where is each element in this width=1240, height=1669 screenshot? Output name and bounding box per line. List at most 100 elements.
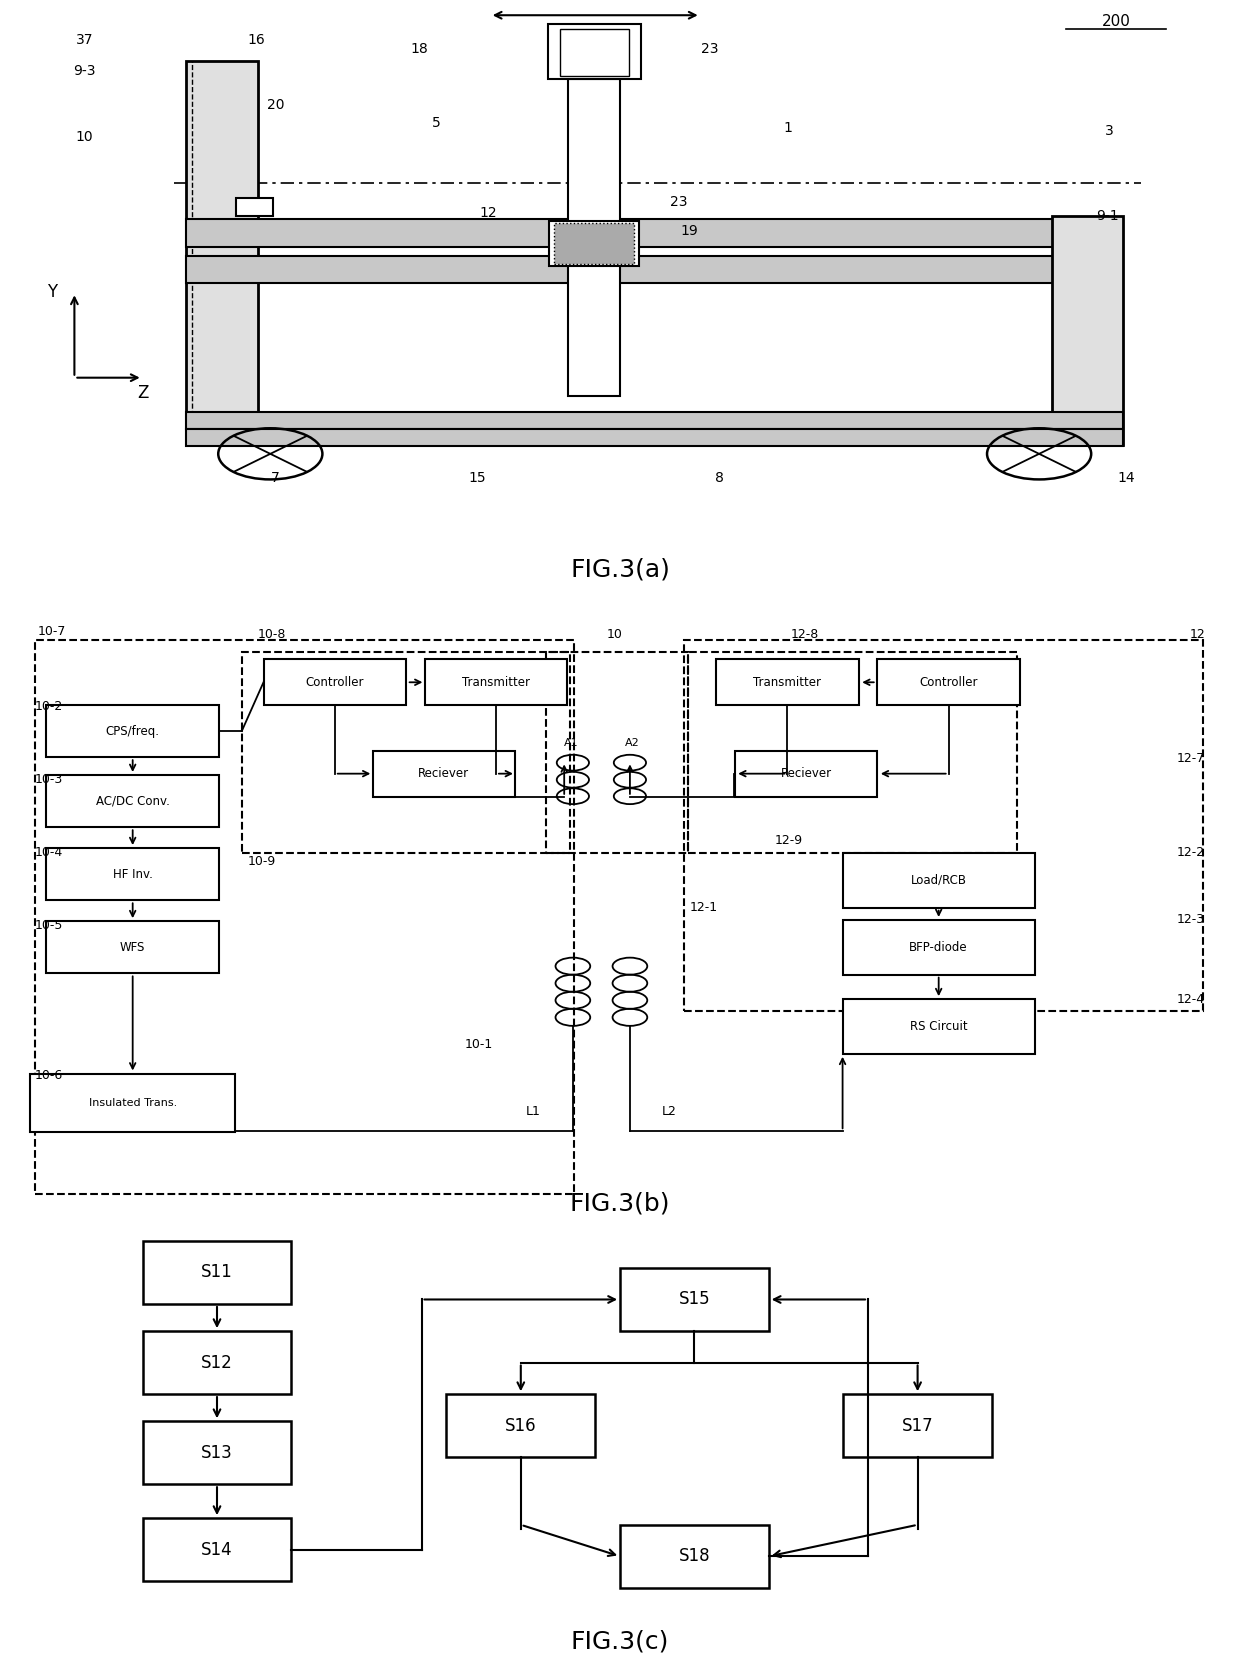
FancyBboxPatch shape <box>878 659 1019 704</box>
FancyBboxPatch shape <box>143 1519 291 1581</box>
Text: 23: 23 <box>701 42 718 55</box>
Text: 12-7: 12-7 <box>1177 753 1205 764</box>
Text: Z: Z <box>136 384 149 402</box>
Text: Load∕RCB: Load∕RCB <box>910 875 967 886</box>
Text: Controller: Controller <box>919 676 978 689</box>
Text: FIG.3(c): FIG.3(c) <box>570 1631 670 1654</box>
Text: 16: 16 <box>248 33 265 47</box>
Text: 18: 18 <box>410 42 428 55</box>
FancyBboxPatch shape <box>46 704 219 758</box>
Text: RS Circuit: RS Circuit <box>910 1020 967 1033</box>
FancyBboxPatch shape <box>372 751 516 796</box>
Text: 200: 200 <box>1101 13 1131 28</box>
Text: S12: S12 <box>201 1354 233 1372</box>
FancyBboxPatch shape <box>46 921 219 973</box>
Text: S11: S11 <box>201 1263 233 1282</box>
Text: FIG.3(b): FIG.3(b) <box>569 1192 671 1215</box>
Text: 10-1: 10-1 <box>465 1038 494 1051</box>
Text: 8: 8 <box>714 471 724 486</box>
FancyBboxPatch shape <box>186 60 258 444</box>
Text: AC/DC Conv.: AC/DC Conv. <box>95 794 170 808</box>
FancyBboxPatch shape <box>1052 217 1123 444</box>
FancyBboxPatch shape <box>143 1332 291 1394</box>
Text: 12-3: 12-3 <box>1177 913 1205 926</box>
FancyBboxPatch shape <box>263 659 407 704</box>
Text: Transmitter: Transmitter <box>754 676 821 689</box>
FancyBboxPatch shape <box>620 1268 769 1332</box>
FancyBboxPatch shape <box>186 255 1054 284</box>
Text: Insulated Trans.: Insulated Trans. <box>88 1098 177 1108</box>
Text: Reciever: Reciever <box>780 768 832 779</box>
FancyBboxPatch shape <box>843 853 1034 908</box>
FancyBboxPatch shape <box>549 220 639 267</box>
FancyBboxPatch shape <box>424 659 568 704</box>
Text: S18: S18 <box>678 1547 711 1566</box>
Text: Transmitter: Transmitter <box>463 676 529 689</box>
FancyBboxPatch shape <box>717 659 858 704</box>
FancyBboxPatch shape <box>186 219 1054 247</box>
Text: 1: 1 <box>782 120 792 135</box>
Text: A1: A1 <box>564 738 579 748</box>
Text: FIG.3(a): FIG.3(a) <box>570 557 670 581</box>
Text: 10: 10 <box>76 130 93 144</box>
Text: 12-2: 12-2 <box>1177 846 1205 860</box>
FancyBboxPatch shape <box>620 1525 769 1587</box>
FancyBboxPatch shape <box>554 224 634 264</box>
Text: S16: S16 <box>505 1417 537 1435</box>
Text: 20: 20 <box>267 98 284 112</box>
Text: 10-8: 10-8 <box>258 628 286 641</box>
Text: 12-4: 12-4 <box>1177 993 1205 1005</box>
FancyBboxPatch shape <box>734 751 878 796</box>
Text: 9-1: 9-1 <box>1096 209 1118 224</box>
Text: 3: 3 <box>1105 124 1115 139</box>
FancyBboxPatch shape <box>46 774 219 826</box>
Text: 10-3: 10-3 <box>35 773 63 786</box>
Text: 12-8: 12-8 <box>791 628 820 641</box>
Text: 12-1: 12-1 <box>689 901 718 915</box>
FancyBboxPatch shape <box>186 412 1123 429</box>
Text: 10-9: 10-9 <box>248 856 277 868</box>
FancyBboxPatch shape <box>560 28 629 77</box>
Text: 15: 15 <box>469 471 486 486</box>
Text: WFS: WFS <box>120 941 145 953</box>
Text: 12: 12 <box>1189 628 1205 641</box>
FancyBboxPatch shape <box>143 1420 291 1484</box>
Text: 37: 37 <box>76 33 93 47</box>
Text: 10-7: 10-7 <box>37 626 66 638</box>
Text: CPS/freq.: CPS/freq. <box>105 724 160 738</box>
FancyBboxPatch shape <box>46 848 219 900</box>
Text: S14: S14 <box>201 1540 233 1559</box>
FancyBboxPatch shape <box>186 429 1123 446</box>
Text: Y: Y <box>47 284 57 302</box>
Text: 23: 23 <box>670 195 687 209</box>
FancyBboxPatch shape <box>843 1000 1034 1053</box>
Text: 10-4: 10-4 <box>35 846 63 860</box>
Text: L1: L1 <box>526 1105 541 1118</box>
FancyBboxPatch shape <box>568 78 620 396</box>
Text: 9-3: 9-3 <box>73 65 95 78</box>
Text: 10-5: 10-5 <box>35 920 63 933</box>
Text: L2: L2 <box>662 1105 677 1118</box>
Text: 12-9: 12-9 <box>775 834 804 848</box>
Text: HF Inv.: HF Inv. <box>113 868 153 881</box>
Text: 10-6: 10-6 <box>35 1068 63 1082</box>
Text: Reciever: Reciever <box>418 768 470 779</box>
Text: 10: 10 <box>608 628 622 641</box>
Text: S15: S15 <box>678 1290 711 1308</box>
Text: 19: 19 <box>681 225 698 239</box>
Text: 10-2: 10-2 <box>35 701 63 713</box>
Text: 12: 12 <box>480 207 497 220</box>
Text: A2: A2 <box>625 738 640 748</box>
FancyBboxPatch shape <box>446 1394 595 1457</box>
FancyBboxPatch shape <box>548 25 641 78</box>
Text: 7: 7 <box>270 471 280 486</box>
FancyBboxPatch shape <box>843 920 1034 975</box>
FancyBboxPatch shape <box>143 1242 291 1303</box>
FancyBboxPatch shape <box>236 199 273 217</box>
Text: Controller: Controller <box>305 676 365 689</box>
Text: S13: S13 <box>201 1444 233 1462</box>
Text: BFP-diode: BFP-diode <box>909 941 968 953</box>
Text: 5: 5 <box>432 117 441 130</box>
FancyBboxPatch shape <box>843 1394 992 1457</box>
Text: 14: 14 <box>1117 471 1135 486</box>
